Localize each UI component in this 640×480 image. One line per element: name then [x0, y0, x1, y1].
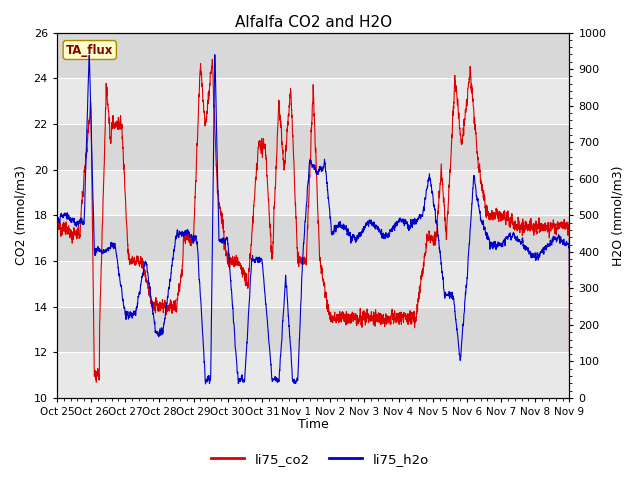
Title: Alfalfa CO2 and H2O: Alfalfa CO2 and H2O — [235, 15, 392, 30]
X-axis label: Time: Time — [298, 419, 328, 432]
Y-axis label: H2O (mmol/m3): H2O (mmol/m3) — [612, 165, 625, 265]
Text: TA_flux: TA_flux — [66, 44, 113, 57]
Legend: li75_co2, li75_h2o: li75_co2, li75_h2o — [205, 447, 435, 471]
Bar — [57, 215, 570, 261]
Bar — [57, 124, 570, 169]
Bar — [57, 307, 570, 352]
Y-axis label: CO2 (mmol/m3): CO2 (mmol/m3) — [15, 165, 28, 265]
Bar — [57, 33, 570, 78]
